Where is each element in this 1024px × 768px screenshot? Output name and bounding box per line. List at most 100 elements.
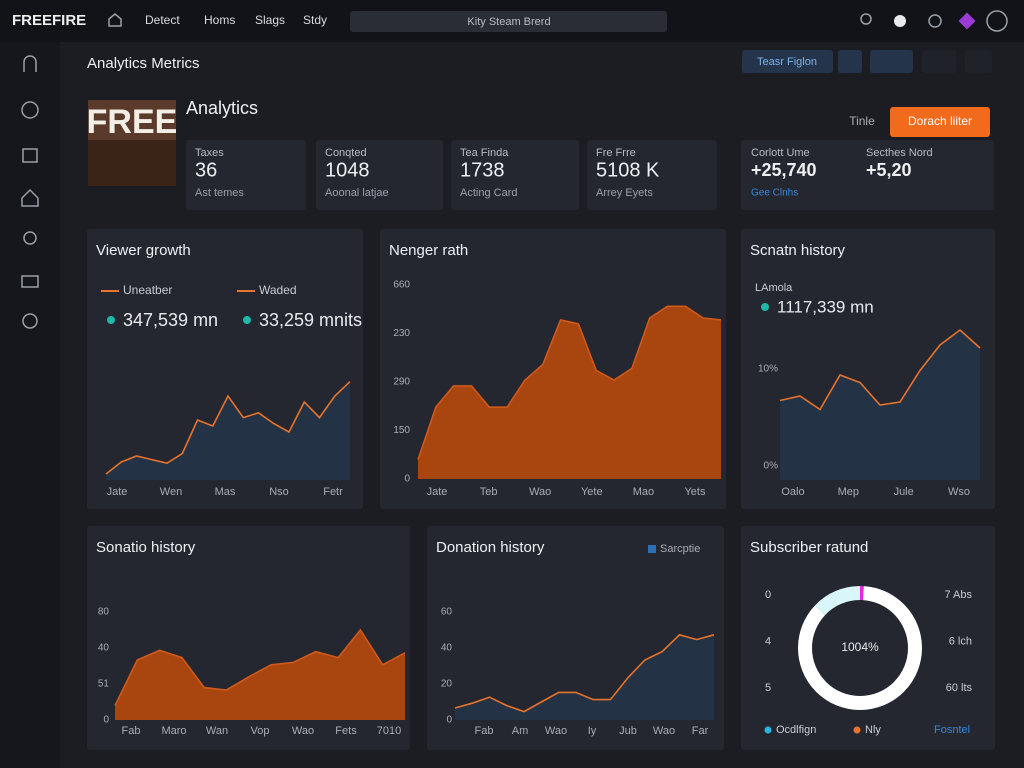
icon-button[interactable] <box>965 50 992 73</box>
search-text: Kity Steam Brerd <box>467 16 550 28</box>
card <box>186 140 306 210</box>
x-tick-label: Jate <box>107 486 128 498</box>
stat-icon <box>107 316 115 324</box>
y-tick-label: 0 <box>404 474 410 485</box>
stat-value: 1048 <box>325 159 370 181</box>
toolbar-button[interactable] <box>742 50 833 73</box>
summary-value: +5,20 <box>866 160 912 180</box>
x-tick-label: Mep <box>838 486 859 498</box>
hero-title: Analytics <box>186 98 258 118</box>
y-tick-label: 80 <box>98 607 110 618</box>
icon[interactable] <box>860 13 872 25</box>
icon[interactable] <box>23 231 37 245</box>
icon[interactable] <box>21 275 39 288</box>
icon-button[interactable] <box>922 50 956 73</box>
summary-label: Corlott Ume <box>751 147 810 159</box>
stat-value: 1738 <box>460 159 505 181</box>
stat-icon <box>761 303 769 311</box>
chart-stat: 33,259 mnits <box>259 310 362 330</box>
chart-title: Viewer growth <box>96 242 191 259</box>
legend-dot <box>853 726 861 734</box>
stat-sub: Arrey Eyets <box>596 187 653 199</box>
icon[interactable] <box>22 148 38 163</box>
stat-sub: Acting Card <box>460 187 517 199</box>
y-tick-label: 60 <box>441 607 453 618</box>
nav-link: Homs <box>204 13 235 27</box>
icon[interactable] <box>21 101 39 119</box>
x-tick-label: Nso <box>269 486 289 498</box>
legend-label: Uneatber <box>123 283 172 297</box>
stat-sub: Ast temes <box>195 187 244 199</box>
line <box>454 633 715 713</box>
y-tick-label: 230 <box>393 328 410 339</box>
topbar-icons[interactable] <box>860 10 1008 32</box>
summary-value: +25,740 <box>751 160 817 180</box>
x-tick-label: Wao <box>653 725 675 737</box>
stat-sub: Aoonal latjae <box>325 187 389 199</box>
card <box>451 140 579 210</box>
x-tick-label: Jate <box>427 486 448 498</box>
y-tick-label: 40 <box>441 643 453 654</box>
x-tick-label: Fetr <box>323 486 343 498</box>
x-tick-label: Fets <box>335 725 357 737</box>
area <box>106 381 350 480</box>
axis-label: 5 <box>765 682 771 694</box>
chart-title: Sonatio history <box>96 539 196 556</box>
nav-link: Stdy <box>303 13 327 27</box>
chart-title: Nenger rath <box>389 242 468 259</box>
icon[interactable] <box>958 12 976 30</box>
x-tick-label: Teb <box>480 486 498 498</box>
x-tick-label: Wen <box>160 486 182 498</box>
card <box>741 526 995 750</box>
stat-value: 5108 K <box>596 159 660 181</box>
y-tick-label: 660 <box>393 280 410 291</box>
search-box[interactable] <box>350 11 667 32</box>
toolbar-button-label: Teasr Figlon <box>757 56 817 68</box>
filter-button-label: Dorach liiter <box>908 114 972 128</box>
x-tick-label: Wao <box>292 725 314 737</box>
home-icon[interactable] <box>108 13 122 27</box>
icon[interactable] <box>928 14 942 28</box>
chart-label: LAmola <box>755 282 793 294</box>
line <box>779 328 981 411</box>
icon[interactable] <box>21 188 39 207</box>
area <box>115 630 405 720</box>
x-tick-label: Iy <box>588 725 597 737</box>
line <box>417 305 722 460</box>
legend-label: Sarcptie <box>660 543 700 555</box>
legend-label: Nly <box>865 724 881 736</box>
hero-image-shade <box>88 140 176 186</box>
y-tick-label: 0 <box>103 715 109 726</box>
icon[interactable] <box>22 313 38 329</box>
sidebar-icons[interactable] <box>21 55 39 329</box>
icon-button[interactable] <box>838 50 862 73</box>
summary-link: Gee Clnhs <box>751 188 798 199</box>
x-tick-label: Wao <box>545 725 567 737</box>
filter-label: Tinle <box>849 114 875 128</box>
x-tick-label: Vop <box>251 725 270 737</box>
icon[interactable] <box>894 15 906 27</box>
x-tick-label: Maro <box>161 725 186 737</box>
icon[interactable] <box>23 55 37 72</box>
chart-title: Scnatn history <box>750 242 846 259</box>
x-tick-label: Fab <box>122 725 141 737</box>
y-tick-label: 0 <box>446 715 452 726</box>
card <box>587 140 717 210</box>
icon-button[interactable] <box>870 50 913 73</box>
legend-swatch <box>648 545 656 553</box>
legend-dot <box>764 726 772 734</box>
nav-link: Detect <box>145 13 180 27</box>
chart-title: Subscriber ratund <box>750 539 868 556</box>
stat-label: Conqted <box>325 147 367 159</box>
axis-label: 4 <box>765 635 771 647</box>
area <box>455 634 714 720</box>
x-tick-label: Yete <box>581 486 603 498</box>
summary-label: Secthes Nord <box>866 147 933 159</box>
icon[interactable] <box>986 10 1008 32</box>
y-tick-label: 150 <box>393 425 410 436</box>
filter-button[interactable] <box>890 107 990 137</box>
axis-label: 0 <box>765 589 771 601</box>
hero-image-text: FREE <box>87 103 178 141</box>
stat-icon <box>243 316 251 324</box>
